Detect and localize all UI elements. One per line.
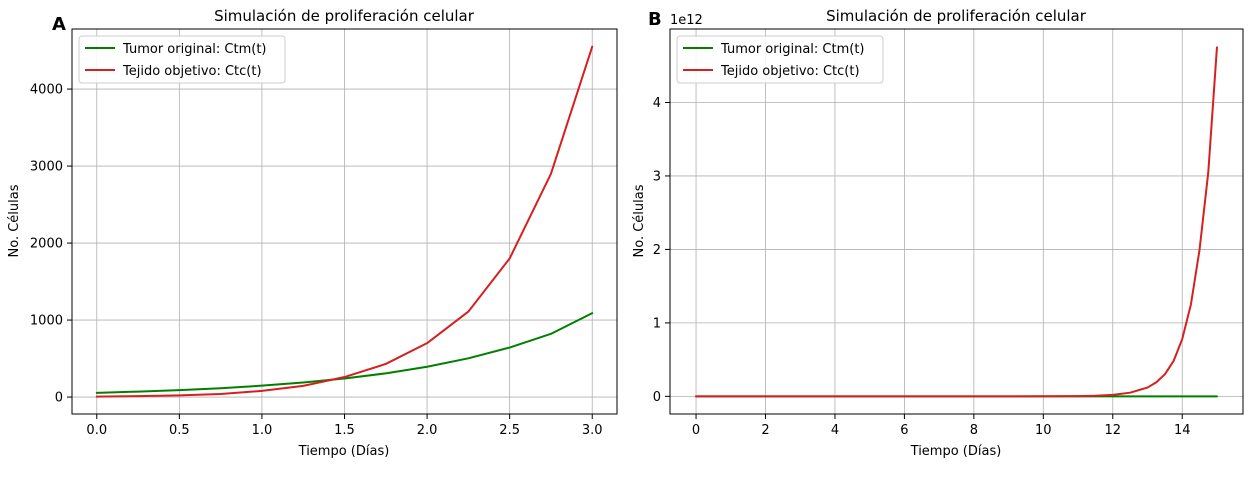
y-tick-label-b: 0 bbox=[653, 390, 661, 405]
x-tick-label-a: 2.0 bbox=[417, 423, 438, 438]
x-tick-label-a: 2.5 bbox=[499, 423, 520, 438]
panel-label-b: B bbox=[648, 9, 662, 30]
series-line-tejido-b bbox=[695, 46, 1218, 398]
legend-label-tumor-a: Tumor original: Ctm(t) bbox=[122, 42, 266, 57]
grid-a bbox=[72, 29, 617, 414]
y-tick-label-b: 1 bbox=[653, 316, 661, 331]
y-axis-label-a: No. Células bbox=[7, 184, 22, 257]
chart-title-a: Simulación de proliferación celular bbox=[214, 7, 475, 25]
x-axis-label-b: Tiempo (Días) bbox=[910, 444, 1002, 459]
legend-box-b bbox=[676, 35, 884, 84]
y-tick-label-a: 1000 bbox=[30, 314, 63, 329]
x-tick-label-b: 14 bbox=[1174, 423, 1191, 438]
y-tick-label-a: 3000 bbox=[30, 160, 63, 175]
legend-b: Tumor original: Ctm(t) Tejido objetivo: … bbox=[676, 35, 884, 84]
y-tick-label-b: 2 bbox=[653, 243, 661, 258]
x-tick-label-b: 10 bbox=[1035, 423, 1052, 438]
x-tick-label-a: 1.0 bbox=[252, 423, 273, 438]
legend-label-tejido-b: Tejido objetivo: Ctc(t) bbox=[720, 64, 860, 79]
y-ticks-b: 0 1 2 3 4 bbox=[653, 96, 670, 405]
legend-label-tumor-b: Tumor original: Ctm(t) bbox=[720, 42, 864, 57]
x-tick-label-a: 0.5 bbox=[169, 423, 190, 438]
y-offset-label-b: 1e12 bbox=[670, 13, 703, 28]
chart-title-b: Simulación de proliferación celular bbox=[826, 7, 1087, 25]
panel-label-a: A bbox=[52, 14, 66, 35]
panel-a: A Simulación de proliferación celular 0.… bbox=[7, 7, 618, 459]
x-ticks-a: 0.0 0.5 1.0 1.5 2.0 2.5 3.0 bbox=[86, 414, 603, 438]
y-tick-label-b: 4 bbox=[653, 96, 661, 111]
y-tick-label-a: 2000 bbox=[30, 237, 63, 252]
series-line-tumor-a bbox=[95, 312, 594, 394]
plot-frame-b bbox=[669, 28, 1244, 415]
x-tick-label-a: 0.0 bbox=[86, 423, 107, 438]
legend-a: Tumor original: Ctm(t) Tejido objetivo: … bbox=[78, 35, 286, 84]
x-tick-label-b: 12 bbox=[1104, 423, 1121, 438]
x-axis-label-a: Tiempo (Días) bbox=[298, 444, 390, 459]
grid-b bbox=[670, 29, 1243, 414]
series-layer-b bbox=[695, 46, 1218, 398]
x-ticks-b: 0 2 4 6 8 10 12 14 bbox=[692, 414, 1191, 438]
y-tick-label-a: 0 bbox=[55, 391, 63, 406]
y-tick-label-a: 4000 bbox=[30, 83, 63, 98]
series-layer-a bbox=[95, 45, 594, 398]
x-tick-label-a: 1.5 bbox=[334, 423, 355, 438]
series-line-tejido-a bbox=[95, 45, 594, 398]
x-tick-label-a: 3.0 bbox=[582, 423, 603, 438]
y-axis-label-b: No. Células bbox=[632, 184, 647, 257]
y-ticks-a: 0 1000 2000 3000 4000 bbox=[30, 83, 72, 406]
x-tick-label-b: 0 bbox=[692, 423, 700, 438]
panel-b: B Simulación de proliferación celular 0 2… bbox=[632, 7, 1244, 459]
legend-label-tejido-a: Tejido objetivo: Ctc(t) bbox=[122, 64, 262, 79]
y-tick-label-b: 3 bbox=[653, 169, 661, 184]
x-tick-label-b: 8 bbox=[970, 423, 978, 438]
x-tick-label-b: 2 bbox=[761, 423, 769, 438]
legend-box-a bbox=[78, 35, 286, 84]
x-tick-label-b: 6 bbox=[900, 423, 908, 438]
x-tick-label-b: 4 bbox=[831, 423, 839, 438]
